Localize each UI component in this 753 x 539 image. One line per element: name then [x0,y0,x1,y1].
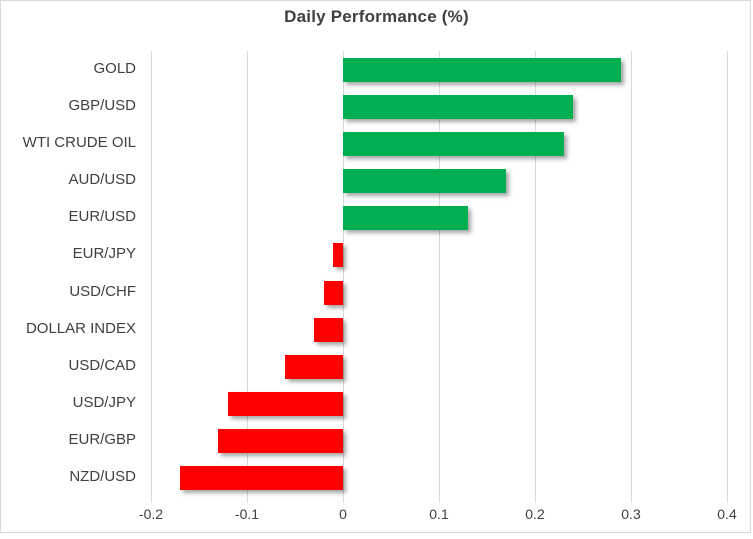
category-label-gbp-usd: GBP/USD [68,97,136,114]
category-label-eur-gbp: EUR/GBP [68,431,136,448]
category-label-eur-jpy: EUR/JPY [72,245,136,262]
bar-dollar-index [314,318,343,342]
bar-usd-chf [324,281,343,305]
category-label-nzd-usd: NZD/USD [69,468,136,485]
gridline-0-4 [727,51,728,497]
chart-title: Daily Performance (%) [284,7,469,26]
category-label-aud-usd: AUD/USD [68,171,136,188]
x-axis-tick-0-4 [727,497,728,503]
category-label-eur-usd: EUR/USD [68,208,136,225]
bar-nzd-usd [180,466,343,490]
gridline-0-2 [151,51,152,497]
bar-gold [343,58,621,82]
x-tick-label-0: 0 [339,506,347,522]
bar-gbp-usd [343,95,573,119]
bar-wti-crude-oil [343,132,564,156]
gridline-0-2 [535,51,536,497]
x-axis-tick-0-2 [151,497,152,503]
x-tick-label-0-2: 0.2 [525,506,545,522]
x-tick-label-0-2: -0.2 [138,506,164,522]
category-label-dollar-index: DOLLAR INDEX [25,320,136,337]
x-axis-tick-0-1 [247,497,248,503]
gridline-0-3 [631,51,632,497]
category-label-usd-jpy: USD/JPY [72,394,136,411]
gridline-0-1 [247,51,248,497]
x-tick-label-0-4: 0.4 [717,506,737,522]
bar-aud-usd [343,169,506,193]
bar-eur-gbp [218,429,343,453]
x-tick-label-0-1: 0.1 [429,506,449,522]
x-axis-tick-0-3 [631,497,632,503]
category-label-usd-cad: USD/CAD [68,357,136,374]
x-axis-tick-0 [343,497,344,503]
gridline-0-1 [439,51,440,497]
bar-usd-jpy [228,392,343,416]
bar-eur-usd [343,206,468,230]
x-axis-tick-0-2 [535,497,536,503]
category-label-wti-crude-oil: WTI CRUDE OIL [22,134,136,151]
bar-usd-cad [285,355,343,379]
x-axis-tick-0-1 [439,497,440,503]
gridline-0 [343,51,344,497]
x-tick-label-0-3: 0.3 [621,506,641,522]
category-label-gold: GOLD [93,60,136,77]
category-label-usd-chf: USD/CHF [69,283,136,300]
x-tick-label-0-1: -0.1 [234,506,260,522]
bar-eur-jpy [333,243,343,267]
